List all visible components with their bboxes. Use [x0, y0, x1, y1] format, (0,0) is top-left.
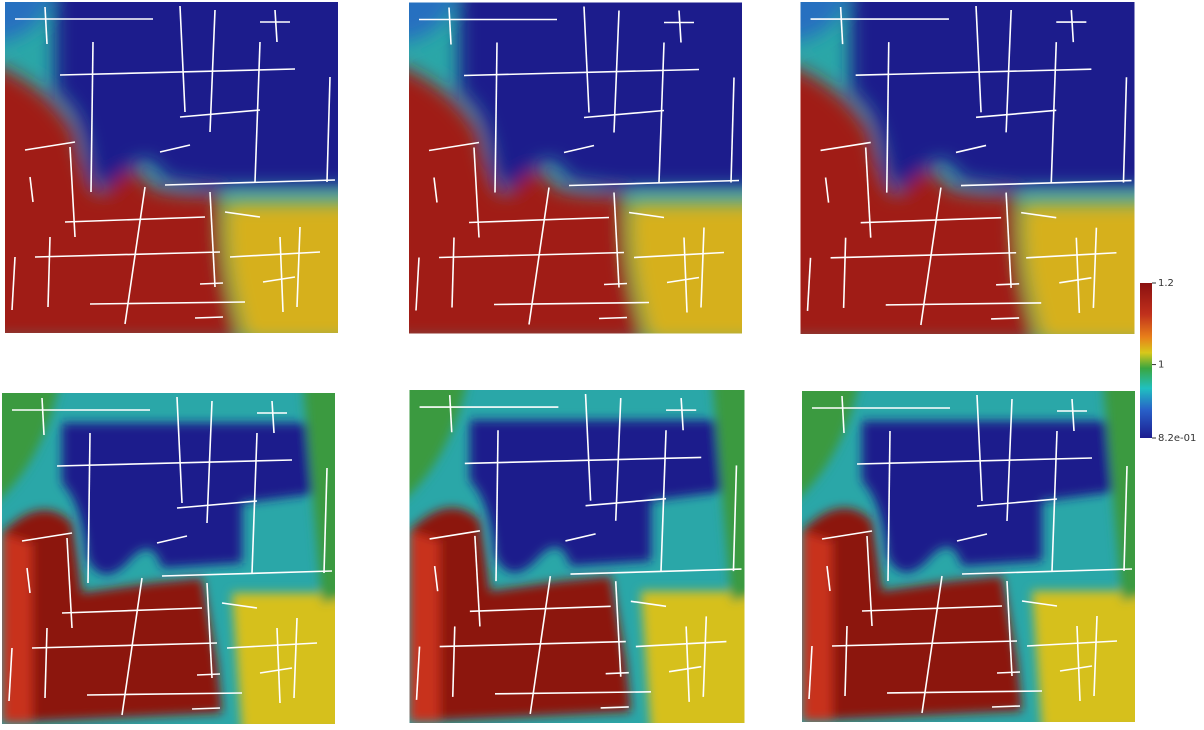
colorbar-tick-label: 1: [1158, 360, 1164, 371]
panel: [0, 0, 1162, 730]
colorbar-tick-label: 8.2e-01: [1158, 433, 1196, 444]
figure: 1.2 1 8.2e-01: [0, 0, 1204, 730]
colorbar-tick-label: 1.2: [1158, 278, 1174, 289]
colorbar: 1.2 1 8.2e-01: [1140, 278, 1196, 444]
colorbar-gradient: [1140, 283, 1152, 438]
